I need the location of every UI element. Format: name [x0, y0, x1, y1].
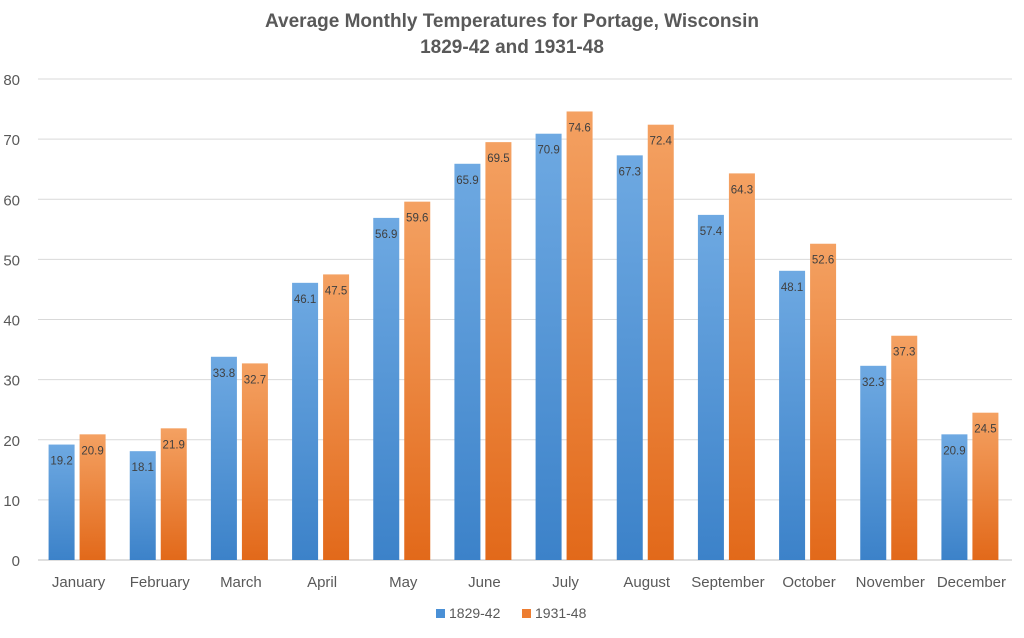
bar-1931-48	[79, 434, 106, 560]
data-label: 47.5	[325, 285, 347, 297]
bar-1829-42	[292, 282, 319, 560]
x-tick-label: June	[468, 574, 501, 591]
y-tick-label: 80	[3, 72, 20, 89]
bar-1931-48	[810, 243, 837, 560]
data-label: 20.9	[81, 445, 103, 457]
y-tick-label: 0	[12, 553, 20, 570]
data-label: 64.3	[731, 184, 753, 196]
bar-1829-42	[129, 451, 156, 560]
chart-title: Average Monthly Temperatures for Portage…	[265, 11, 759, 32]
bar-1829-42	[454, 163, 481, 560]
data-label: 18.1	[132, 462, 154, 474]
bar-1931-48	[972, 412, 999, 560]
legend-label: 1829-42	[449, 605, 501, 621]
bar-1829-42	[860, 365, 887, 560]
x-tick-label: September	[691, 574, 764, 591]
legend-label: 1931-48	[535, 605, 587, 621]
y-tick-label: 30	[3, 373, 20, 390]
data-label: 74.6	[568, 122, 590, 134]
data-label: 20.9	[943, 445, 965, 457]
data-label: 67.3	[619, 166, 641, 178]
bar-1829-42	[535, 133, 562, 560]
data-label: 57.4	[700, 226, 723, 238]
bar-1931-48	[891, 335, 918, 560]
x-tick-label: May	[389, 574, 418, 591]
bar-1931-48	[323, 274, 350, 560]
data-label: 65.9	[456, 175, 478, 187]
x-tick-label: December	[937, 574, 1006, 591]
bar-1931-48	[485, 142, 512, 560]
data-label: 37.3	[893, 347, 915, 359]
bar-1931-48	[404, 201, 431, 560]
bar-1931-48	[160, 428, 187, 560]
data-label: 19.2	[50, 456, 72, 468]
bar-1829-42	[697, 214, 724, 560]
y-tick-label: 10	[3, 493, 20, 510]
y-tick-label: 40	[3, 313, 20, 330]
x-tick-label: November	[856, 574, 925, 591]
legend-swatch	[436, 609, 445, 618]
bar-1829-42	[48, 444, 75, 560]
chart-subtitle: 1829-42 and 1931-48	[420, 37, 604, 58]
data-label: 72.4	[650, 136, 673, 148]
data-label: 56.9	[375, 229, 397, 241]
x-tick-label: July	[552, 574, 579, 591]
x-tick-label: March	[220, 574, 262, 591]
x-tick-label: February	[130, 574, 191, 591]
legend-swatch	[522, 609, 531, 618]
data-label: 52.6	[812, 255, 834, 267]
data-label: 70.9	[537, 145, 559, 157]
x-tick-label: August	[623, 574, 671, 591]
data-label: 46.1	[294, 294, 316, 306]
x-tick-label: April	[307, 574, 337, 591]
data-label: 24.5	[974, 424, 996, 436]
bar-1829-42	[941, 434, 968, 560]
bar-1829-42	[616, 155, 643, 560]
data-label: 21.9	[163, 439, 185, 451]
data-label: 48.1	[781, 282, 803, 294]
bar-1931-48	[728, 173, 755, 561]
x-tick-label: October	[782, 574, 835, 591]
bar-1931-48	[241, 363, 268, 560]
data-label: 32.3	[862, 377, 884, 389]
y-tick-label: 60	[3, 192, 20, 209]
data-label: 33.8	[213, 368, 235, 380]
data-label: 59.6	[406, 213, 428, 225]
x-tick-label: January	[52, 574, 106, 591]
data-label: 69.5	[487, 153, 509, 165]
y-tick-label: 50	[3, 252, 20, 269]
bar-1829-42	[373, 217, 400, 561]
bar-1829-42	[779, 270, 806, 560]
y-tick-label: 20	[3, 433, 20, 450]
y-tick-label: 70	[3, 132, 20, 149]
data-label: 32.7	[244, 374, 266, 386]
bar-1931-48	[566, 111, 593, 560]
bar-1931-48	[647, 124, 674, 560]
bar-1829-42	[210, 356, 237, 560]
